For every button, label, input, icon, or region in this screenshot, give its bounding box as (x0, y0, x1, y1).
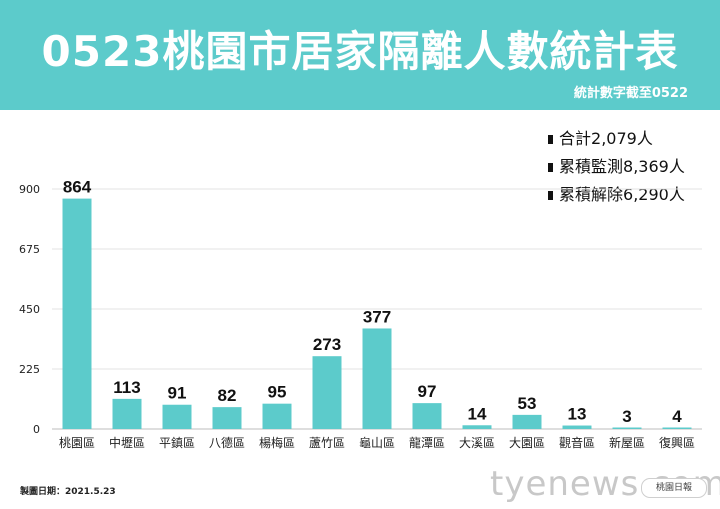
summary-released: 累積解除6,290人 (548, 181, 718, 209)
summary-list: 合計2,079人 累積監測8,369人 累積解除6,290人 (548, 125, 718, 209)
x-tick-label: 龜山區 (359, 436, 395, 450)
footer-date: 製圖日期：2021.5.23 (20, 487, 116, 497)
bar (112, 398, 142, 429)
y-tick-label: 675 (19, 243, 40, 256)
data-label: 97 (418, 382, 437, 401)
summary-total: 合計2,079人 (548, 125, 718, 153)
y-tick-label: 225 (19, 363, 40, 376)
bar (662, 427, 692, 429)
y-tick-label: 0 (33, 423, 40, 436)
data-label: 377 (363, 307, 391, 326)
summary-label: 累積監測 (559, 157, 624, 176)
x-tick-label: 楊梅區 (259, 435, 295, 450)
bar (212, 407, 242, 429)
logo-badge: 桃園日報 (641, 478, 707, 498)
bar (62, 198, 92, 429)
bullet-icon (548, 163, 553, 172)
y-tick-label: 900 (19, 183, 40, 196)
summary-label: 合計 (559, 129, 592, 148)
bar (612, 427, 642, 429)
page-subtitle: 統計數字截至0522 (573, 86, 688, 101)
bar (312, 356, 342, 429)
bar (162, 404, 192, 429)
data-label: 3 (622, 407, 631, 426)
bar (362, 328, 392, 429)
x-tick-label: 復興區 (659, 435, 695, 450)
data-label: 13 (568, 405, 587, 424)
data-label: 4 (672, 407, 682, 426)
header-banner (0, 0, 720, 110)
bar (512, 414, 542, 429)
data-label: 864 (63, 178, 92, 197)
x-tick-label: 中壢區 (109, 435, 145, 450)
data-label: 113 (113, 378, 140, 397)
x-tick-label: 龍潭區 (409, 435, 445, 450)
data-label: 53 (518, 394, 537, 413)
x-tick-label: 平鎮區 (159, 435, 195, 450)
data-label: 91 (168, 384, 187, 403)
bullet-icon (548, 191, 553, 200)
x-tick-label: 新屋區 (609, 435, 645, 450)
bullet-icon (548, 135, 553, 144)
x-tick-label: 蘆竹區 (309, 436, 345, 450)
summary-value: 6,290 (623, 185, 669, 204)
summary-value: 2,079 (591, 129, 637, 148)
bar (262, 403, 292, 429)
x-tick-label: 大園區 (509, 436, 545, 450)
bar (462, 425, 492, 429)
x-tick-label: 大溪區 (459, 436, 495, 450)
page-title: 0523桃園市居家隔離人數統計表 (41, 27, 679, 76)
data-label: 95 (268, 383, 287, 402)
summary-value: 8,369 (623, 157, 669, 176)
x-tick-label: 觀音區 (559, 435, 595, 450)
x-tick-label: 桃園區 (59, 435, 95, 450)
summary-label: 累積解除 (559, 185, 624, 204)
y-tick-label: 450 (19, 303, 40, 316)
summary-unit: 人 (668, 157, 685, 176)
data-label: 14 (468, 404, 487, 423)
summary-monitored: 累積監測8,369人 (548, 153, 718, 181)
data-label: 273 (313, 335, 341, 354)
summary-unit: 人 (636, 129, 653, 148)
bar (412, 403, 442, 429)
bar (562, 425, 592, 429)
x-tick-label: 八德區 (209, 435, 245, 450)
data-label: 82 (218, 386, 237, 405)
summary-unit: 人 (668, 185, 685, 204)
